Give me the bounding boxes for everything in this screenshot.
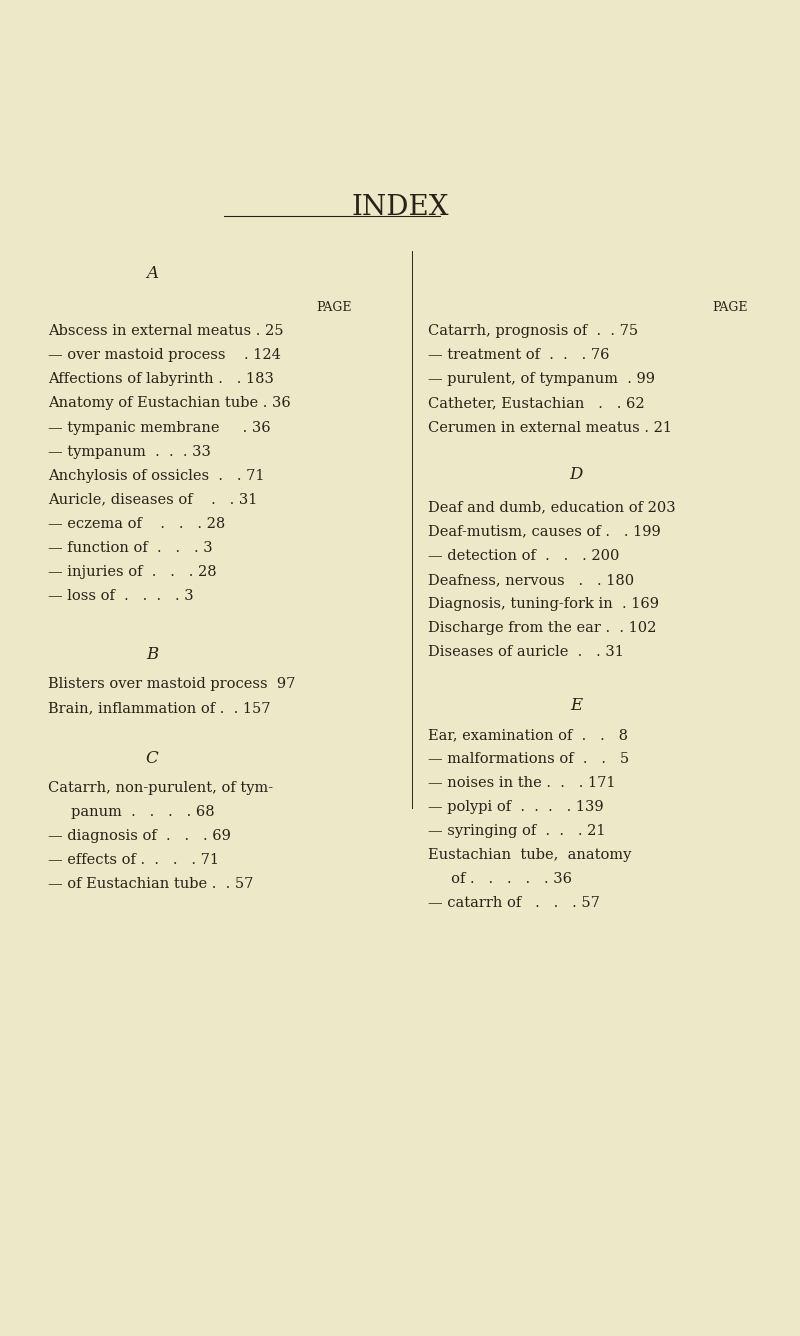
Text: E: E	[570, 697, 582, 713]
Text: of .   .   .   .   . 36: of . . . . . 36	[428, 872, 572, 886]
Text: — tympanum  .  .  . 33: — tympanum . . . 33	[48, 445, 211, 458]
Text: Deaf and dumb, education of 203: Deaf and dumb, education of 203	[428, 501, 676, 514]
Text: Ear, examination of  .   .   8: Ear, examination of . . 8	[428, 728, 628, 741]
Text: Catheter, Eustachian   .   . 62: Catheter, Eustachian . . 62	[428, 397, 645, 410]
Text: — loss of  .   .  .   . 3: — loss of . . . . 3	[48, 589, 194, 603]
Text: Anchylosis of ossicles  .   . 71: Anchylosis of ossicles . . 71	[48, 469, 265, 482]
Text: Catarrh, non-purulent, of tym-: Catarrh, non-purulent, of tym-	[48, 782, 273, 795]
Text: — injuries of  .   .   . 28: — injuries of . . . 28	[48, 565, 217, 578]
Text: PAGE: PAGE	[317, 301, 352, 314]
Text: — treatment of  .  .   . 76: — treatment of . . . 76	[428, 349, 610, 362]
Text: — noises in the .  .   . 171: — noises in the . . . 171	[428, 776, 615, 790]
Text: Diseases of auricle  .   . 31: Diseases of auricle . . 31	[428, 645, 624, 659]
Text: Cerumen in external meatus . 21: Cerumen in external meatus . 21	[428, 421, 672, 434]
Text: — catarrh of   .   .   . 57: — catarrh of . . . 57	[428, 896, 600, 910]
Text: C: C	[146, 751, 158, 767]
Text: — eczema of    .   .   . 28: — eczema of . . . 28	[48, 517, 226, 530]
Text: Anatomy of Eustachian tube . 36: Anatomy of Eustachian tube . 36	[48, 397, 290, 410]
Text: A: A	[146, 266, 158, 282]
Text: — malformations of  .   .   5: — malformations of . . 5	[428, 752, 629, 766]
Text: — diagnosis of  .   .   . 69: — diagnosis of . . . 69	[48, 830, 231, 843]
Text: Diagnosis, tuning-fork in  . 169: Diagnosis, tuning-fork in . 169	[428, 597, 659, 611]
Text: Discharge from the ear .  . 102: Discharge from the ear . . 102	[428, 621, 656, 635]
Text: Catarrh, prognosis of  .  . 75: Catarrh, prognosis of . . 75	[428, 325, 638, 338]
Text: PAGE: PAGE	[713, 301, 748, 314]
Text: — syringing of  .  .   . 21: — syringing of . . . 21	[428, 824, 606, 838]
Text: Abscess in external meatus . 25: Abscess in external meatus . 25	[48, 325, 283, 338]
Text: Brain, inflammation of .  . 157: Brain, inflammation of . . 157	[48, 701, 270, 715]
Text: Affections of labyrinth .   . 183: Affections of labyrinth . . 183	[48, 373, 274, 386]
Text: D: D	[570, 466, 582, 482]
Text: Blisters over mastoid process  97: Blisters over mastoid process 97	[48, 677, 295, 691]
Text: Deafness, nervous   .   . 180: Deafness, nervous . . 180	[428, 573, 634, 587]
Text: — of Eustachian tube .  . 57: — of Eustachian tube . . 57	[48, 878, 254, 891]
Text: — tympanic membrane     . 36: — tympanic membrane . 36	[48, 421, 270, 434]
Text: — over mastoid process    . 124: — over mastoid process . 124	[48, 349, 281, 362]
Text: Eustachian  tube,  anatomy: Eustachian tube, anatomy	[428, 848, 631, 862]
Text: — effects of .  .   .   . 71: — effects of . . . . 71	[48, 854, 219, 867]
Text: — function of  .   .   . 3: — function of . . . 3	[48, 541, 213, 554]
Text: — detection of  .   .   . 200: — detection of . . . 200	[428, 549, 619, 562]
Text: Auricle, diseases of    .   . 31: Auricle, diseases of . . 31	[48, 493, 258, 506]
Text: Deaf-mutism, causes of .   . 199: Deaf-mutism, causes of . . 199	[428, 525, 661, 538]
Text: — polypi of  .  .  .   . 139: — polypi of . . . . 139	[428, 800, 604, 814]
Text: panum  .   .   .   . 68: panum . . . . 68	[48, 806, 214, 819]
Text: B: B	[146, 647, 158, 663]
Text: INDEX: INDEX	[351, 194, 449, 220]
Text: — purulent, of tympanum  . 99: — purulent, of tympanum . 99	[428, 373, 655, 386]
